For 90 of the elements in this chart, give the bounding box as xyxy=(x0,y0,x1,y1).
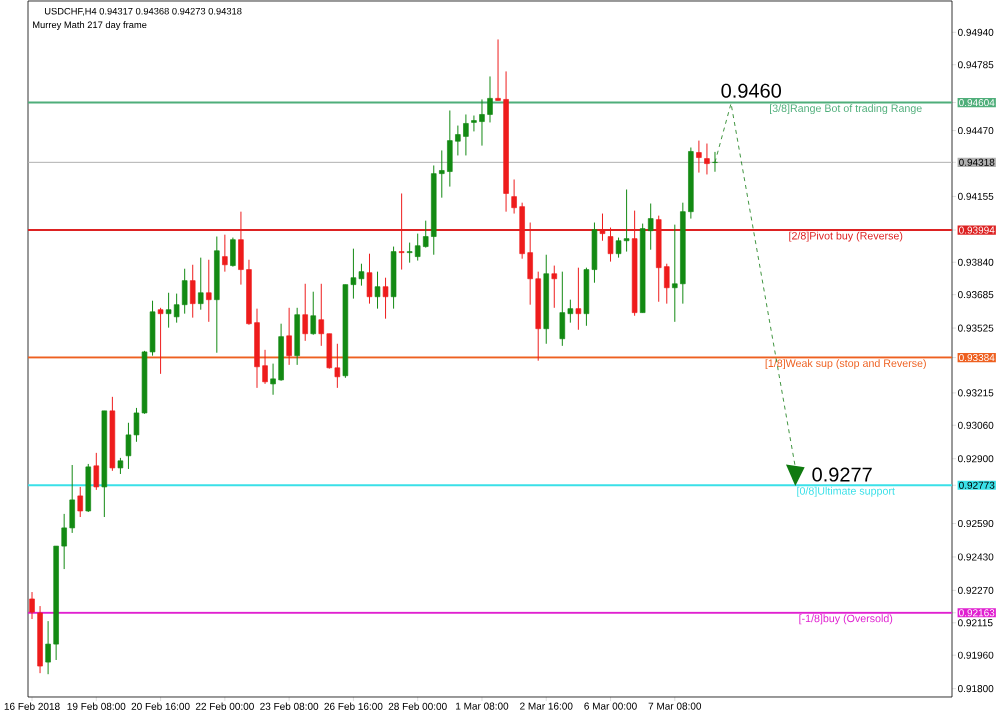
candlestick xyxy=(704,143,710,175)
candlestick xyxy=(77,486,83,518)
candlestick xyxy=(165,292,172,329)
y-tick-label: 0.94604 xyxy=(959,99,995,107)
text: Murrey Math 217 day frame xyxy=(33,21,147,30)
candlestick xyxy=(382,277,389,320)
y-tick-label: 0.93840 xyxy=(958,258,994,266)
candlestick xyxy=(672,224,678,323)
candlestick xyxy=(471,115,477,132)
y-tick-label: 0.94155 xyxy=(958,192,994,200)
x-tick-label: 19 Feb 08:00 xyxy=(67,702,126,710)
y-tick-label: 0.92270 xyxy=(958,586,994,594)
x-tick-label: 23 Feb 08:00 xyxy=(260,702,319,710)
candlestick xyxy=(310,291,316,336)
y-tick-label: 0.93215 xyxy=(958,389,994,397)
x-tick-label: 2 Mar 16:00 xyxy=(520,702,573,710)
ref-line-label: [2/8]Pivot buy (Reverse) xyxy=(789,231,903,242)
candlestick xyxy=(647,203,654,251)
ref-line-label: [0/8]Ultimate support xyxy=(797,486,895,497)
y-tick-label: 0.92773 xyxy=(959,481,995,489)
candlestick xyxy=(318,283,325,347)
y-tick-label: 0.94940 xyxy=(958,28,994,36)
y-tick-label: 0.92430 xyxy=(958,553,994,561)
x-tick-label: 22 Feb 00:00 xyxy=(195,702,254,710)
candlestick xyxy=(45,620,51,675)
ref-line-label: [-1/8]buy (Oversold) xyxy=(799,614,893,625)
x-tick-label: 26 Feb 16:00 xyxy=(324,702,383,710)
candlestick xyxy=(414,233,421,262)
candlestick xyxy=(455,125,461,156)
candlestick xyxy=(334,343,341,389)
candlestick xyxy=(487,75,493,123)
candlestick xyxy=(696,140,702,174)
x-tick-label: 20 Feb 16:00 xyxy=(131,702,190,710)
candlestick xyxy=(422,220,429,249)
y-tick-label: 0.94785 xyxy=(958,61,994,69)
candlestick xyxy=(358,263,365,287)
candlestick xyxy=(599,213,606,242)
ref-line-label: [1/8]Weak sup (stop and Reverse) xyxy=(765,359,926,370)
candlestick xyxy=(479,98,485,147)
candlestick xyxy=(173,293,180,324)
annotation: 0.9277 xyxy=(812,467,872,482)
candlestick xyxy=(61,513,67,570)
candlestick xyxy=(350,248,357,300)
candlestick xyxy=(157,307,164,375)
candlestick xyxy=(712,151,718,173)
candlestick xyxy=(374,271,381,310)
candlestick xyxy=(623,189,630,253)
annotation: 0.9460 xyxy=(721,83,782,98)
candlestick xyxy=(198,257,204,311)
y-tick-label: 0.93525 xyxy=(958,324,994,332)
candlestick xyxy=(567,299,574,324)
y-tick-label: 0.92163 xyxy=(959,609,995,617)
y-tick-label: 0.93384 xyxy=(959,354,995,362)
y-tick-label: 0.92590 xyxy=(958,519,994,528)
candlestick xyxy=(262,349,268,385)
x-tick-label: 1 Mar 08:00 xyxy=(456,702,509,710)
x-tick-label: 7 Mar 08:00 xyxy=(648,702,702,710)
x-tick-label: 6 Mar 00:00 xyxy=(584,702,637,710)
candlestick xyxy=(189,264,196,319)
candlestick xyxy=(302,283,308,342)
y-tick-label: 0.92115 xyxy=(958,619,993,627)
y-tick-label: 0.94318 xyxy=(959,158,995,166)
x-tick-label: 28 Feb 00:00 xyxy=(388,702,447,710)
candlestick xyxy=(463,113,469,156)
candlestick xyxy=(664,263,670,305)
candlestick xyxy=(439,149,445,199)
x-tick-label: 16 Feb 2018 xyxy=(4,702,60,710)
y-tick-label: 0.93994 xyxy=(959,226,995,234)
candlestick xyxy=(270,363,276,396)
candlestick xyxy=(575,267,582,331)
y-tick-label: 0.92900 xyxy=(958,455,994,463)
candlestick xyxy=(93,452,100,491)
y-tick-label: 0.93685 xyxy=(958,291,994,299)
y-tick-label: 0.91800 xyxy=(958,685,994,693)
candlestick xyxy=(206,259,212,323)
candlestick xyxy=(615,237,622,259)
y-tick-label: 0.93060 xyxy=(958,421,994,429)
ref-line-label: [3/8]Range Bot of trading Range xyxy=(770,104,922,115)
y-tick-label: 0.91960 xyxy=(958,651,994,659)
candlestick xyxy=(406,242,413,264)
candlestick xyxy=(398,192,405,271)
candlestick xyxy=(286,307,292,366)
y-tick-label: 0.94470 xyxy=(958,127,994,135)
candlestick xyxy=(29,591,35,620)
text: USDCHF,H4 0.94317 0.94368 0.94273 0.94318 xyxy=(44,7,242,16)
candlestick xyxy=(511,178,517,215)
candlestick xyxy=(607,227,614,263)
candlestick xyxy=(551,265,558,309)
candlestick xyxy=(495,38,501,101)
candlestick xyxy=(222,234,228,273)
